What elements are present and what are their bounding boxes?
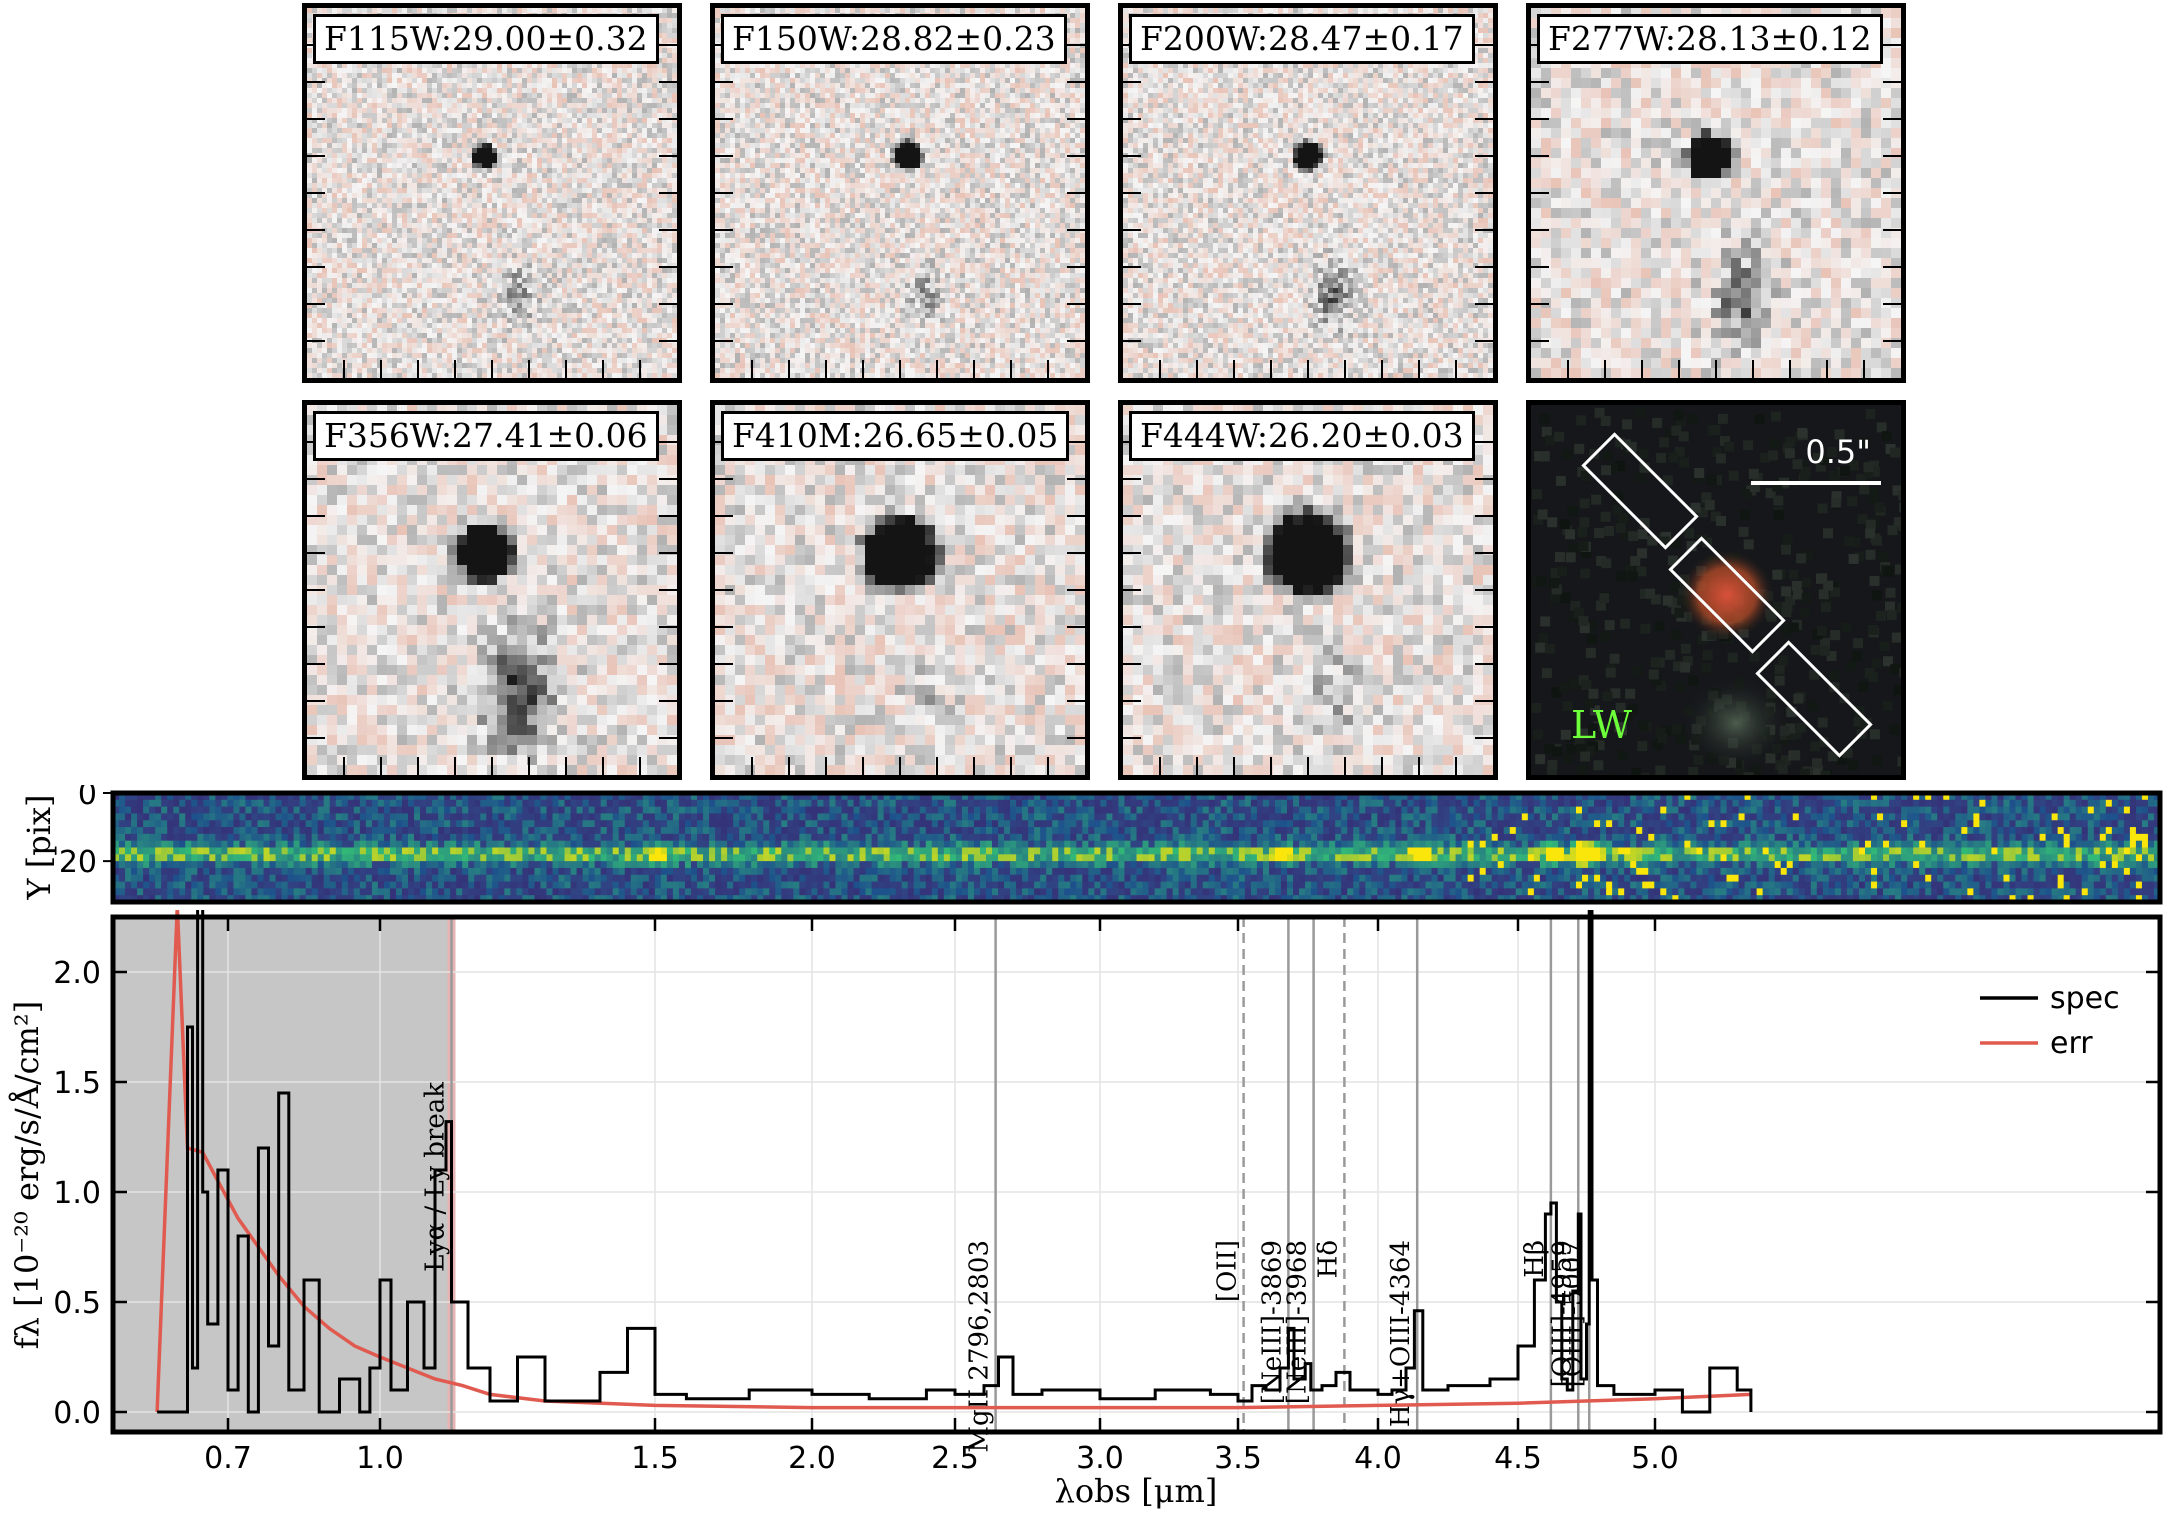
emission-line-label: MgII 2796,2803 — [965, 1240, 995, 1453]
stamp-label: F200W:28.47±0.17 — [1129, 14, 1475, 64]
y-tick-label: 0.0 — [53, 1396, 101, 1431]
rgb-composite-panel: 0.5" LW — [1526, 400, 1906, 780]
stamp-label: F444W:26.20±0.03 — [1129, 411, 1475, 461]
y-axis-label: Y [pix] — [20, 794, 58, 900]
y-tick-label: 2.0 — [53, 956, 101, 991]
y-tick-label: 0 — [78, 785, 97, 812]
y-tick-label: 20 — [59, 845, 97, 880]
stamp-label: F115W:29.00±0.32 — [313, 14, 659, 64]
legend-label: err — [2050, 1026, 2093, 1061]
stamp-label: F150W:28.82±0.23 — [721, 14, 1067, 64]
y-tick-label: 0.5 — [53, 1286, 101, 1321]
x-tick-label: 0.7 — [204, 1441, 252, 1476]
stamp-f444w: F444W:26.20±0.03 — [1118, 400, 1498, 780]
emission-line-label: Hδ — [1313, 1240, 1343, 1278]
lyman-break-shaded-region — [113, 917, 452, 1432]
y-axis-label: fλ [10⁻²⁰ erg/s/Å/cm²] — [8, 1001, 46, 1349]
stamp-f150w: F150W:28.82±0.23 — [710, 3, 1090, 383]
stamp-label: F410M:26.65±0.05 — [721, 411, 1069, 461]
emission-line-label: [OII] — [1213, 1240, 1243, 1302]
x-tick-label: 1.0 — [356, 1441, 404, 1476]
x-tick-label: 5.0 — [1631, 1441, 1679, 1476]
x-tick-label: 4.5 — [1494, 1441, 1542, 1476]
y-tick-label: 1.5 — [53, 1066, 101, 1101]
x-tick-label: 4.0 — [1354, 1441, 1402, 1476]
x-tick-label: 3.5 — [1214, 1441, 1262, 1476]
emission-line-label: Hγ+OIII-4364 — [1386, 1240, 1416, 1427]
stamp-f115w: F115W:29.00±0.32 — [302, 3, 682, 383]
stamp-label: F277W:28.13±0.12 — [1537, 14, 1883, 64]
stamp-f200w: F200W:28.47±0.17 — [1118, 3, 1498, 383]
x-tick-label: 2.0 — [788, 1441, 836, 1476]
y-tick-label: 1.0 — [53, 1176, 101, 1211]
x-axis-label: λobs [μm] — [1055, 1472, 1218, 1510]
x-tick-label: 1.5 — [631, 1441, 679, 1476]
scale-bar-label: 0.5" — [1805, 433, 1871, 471]
stamp-f277w: F277W:28.13±0.12 — [1526, 3, 1906, 383]
band-label: LW — [1571, 703, 1632, 747]
legend-label: spec — [2050, 981, 2120, 1016]
stamp-f356w: F356W:27.41±0.06 — [302, 400, 682, 780]
stamp-label: F356W:27.41±0.06 — [313, 411, 659, 461]
stamp-f410m: F410M:26.65±0.05 — [710, 400, 1090, 780]
x-tick-label: 2.5 — [931, 1441, 979, 1476]
x-tick-label: 3.0 — [1076, 1441, 1124, 1476]
spectrum-2d-svg: 0 20Y [pix] — [0, 785, 2170, 910]
